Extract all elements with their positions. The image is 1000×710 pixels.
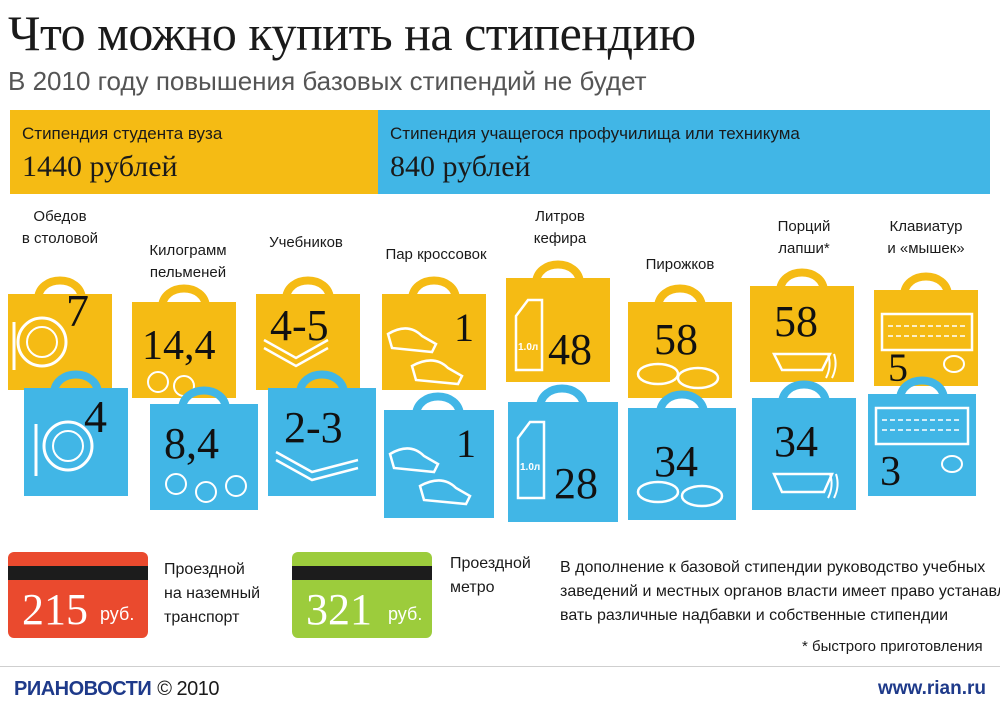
category-label-pies: Пирожков <box>645 256 715 273</box>
university-bag-lunches: 7 <box>8 276 112 390</box>
shopping-bag-icon <box>382 276 486 390</box>
college-value-dumplings: 8,4 <box>164 419 219 468</box>
college-bag-textbooks: 2-3 <box>268 370 376 496</box>
university-stipend-band: Стипендия студента вуза 1440 рублей <box>10 110 378 194</box>
shopping-bag-icon <box>874 272 978 386</box>
college-bag-lunches: 4 <box>24 370 128 496</box>
category-label-textbooks: Учебников <box>269 234 343 251</box>
college-value-textbooks: 2-3 <box>284 403 343 452</box>
copyright: © 2010 <box>157 678 220 700</box>
shopping-bag-icon <box>384 392 494 518</box>
page-subtitle: В 2010 году повышения базовых стипендий … <box>8 66 647 96</box>
metro-card: 321 руб. <box>292 552 432 638</box>
college-bag-dumplings: 8,4 <box>150 386 258 510</box>
university-value-dumplings: 14,4 <box>142 323 216 369</box>
page-title: Что можно купить на стипендию <box>8 5 696 61</box>
category-label-lunches: Обедов в столовой <box>21 208 99 247</box>
university-bag-pies: 58 <box>628 284 732 398</box>
shopping-bag-icon <box>268 370 376 496</box>
college-stipend-label: Стипендия учащегося профучилища или техн… <box>390 124 800 143</box>
shopping-bag-icon <box>628 284 732 398</box>
college-stipend-amount: 840 рублей <box>390 150 531 183</box>
university-value-pies: 58 <box>654 315 698 364</box>
category-label-dumplings: Килограмм пельменей <box>149 242 227 281</box>
category-label-noodles: Порций лапши* <box>777 218 831 257</box>
metro-price: 321 <box>306 585 372 634</box>
shopping-bag-icon <box>628 390 736 520</box>
card-magnetic-stripe <box>292 566 432 580</box>
university-value-noodles: 58 <box>774 297 818 346</box>
ground-transport-label: Проездной на наземный транспорт <box>164 561 261 626</box>
metro-label: Проездной метро <box>450 555 531 596</box>
college-bag-kefir: 1.0л 28 <box>508 384 618 522</box>
college-bag-noodles: 34 <box>752 380 856 510</box>
college-stipend-band: Стипендия учащегося профучилища или техн… <box>378 110 990 194</box>
college-value-keyboards: 3 <box>880 449 901 495</box>
university-bag-sneakers: 1 <box>382 276 486 390</box>
shopping-bag-icon <box>150 386 258 510</box>
footer-divider <box>0 666 1000 667</box>
college-value-lunches: 4 <box>84 391 107 442</box>
metro-unit: руб. <box>388 604 423 624</box>
shopping-bag-icon <box>24 370 128 496</box>
university-value-keyboards: 5 <box>888 345 908 390</box>
college-value-kefir: 28 <box>554 459 598 508</box>
ria-novosti-logo: РИАНОВОСТИ © 2010 <box>14 678 220 700</box>
category-label-keyboards: Клавиатур и «мышек» <box>887 218 965 257</box>
university-value-textbooks: 4-5 <box>270 301 329 350</box>
ground-transport-price: 215 <box>22 585 88 634</box>
college-bag-pies: 34 <box>628 390 736 520</box>
site-link[interactable]: www.rian.ru <box>877 678 986 699</box>
shopping-bag-icon <box>868 376 976 496</box>
footnote: * быстрого приготовления <box>802 638 983 655</box>
kefir-carton-label: 1.0л <box>520 462 541 473</box>
university-stipend-amount: 1440 рублей <box>22 150 178 183</box>
shopping-bag-icon <box>752 380 856 510</box>
university-bag-noodles: 58 <box>750 268 854 382</box>
university-stipend-label: Стипендия студента вуза <box>22 124 223 143</box>
college-bag-keyboards: 3 <box>868 376 976 496</box>
college-value-pies: 34 <box>654 437 698 486</box>
card-magnetic-stripe <box>8 566 148 580</box>
college-value-sneakers: 1 <box>456 421 476 466</box>
ground-transport-unit: руб. <box>100 604 135 624</box>
college-value-noodles: 34 <box>774 417 818 466</box>
shopping-bag-icon <box>750 268 854 382</box>
shopping-bag-icon <box>508 384 618 522</box>
supplement-note: В дополнение к базовой стипендии руковод… <box>560 559 1000 624</box>
university-value-sneakers: 1 <box>454 305 474 350</box>
shopping-bag-icon <box>506 260 610 382</box>
ground-transport-card: 215 руб. <box>8 552 148 638</box>
college-bag-sneakers: 1 <box>384 392 494 518</box>
university-bag-keyboards: 5 <box>874 272 978 390</box>
shopping-bag-icon <box>8 276 112 390</box>
university-bag-dumplings: 14,4 <box>132 284 236 398</box>
university-value-lunches: 7 <box>66 285 89 336</box>
category-label-kefir: Литров кефира <box>533 208 587 247</box>
kefir-carton-label: 1.0л <box>518 342 539 353</box>
university-value-kefir: 48 <box>548 325 592 374</box>
university-bag-kefir: 1.0л 48 <box>506 260 610 382</box>
shopping-bag-icon <box>132 284 236 398</box>
category-label-sneakers: Пар кроссовок <box>385 246 487 263</box>
